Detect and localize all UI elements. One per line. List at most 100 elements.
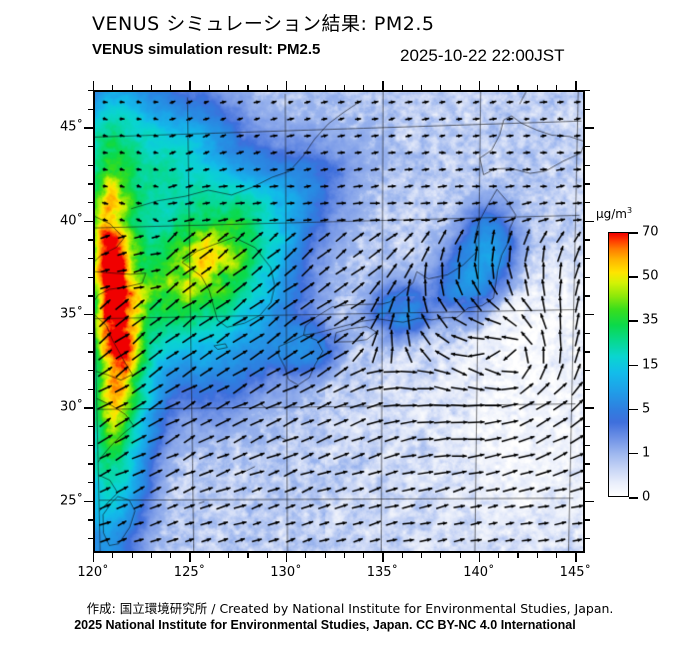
y-axis-tick-right (585, 482, 590, 484)
y-axis-tick-right (585, 538, 590, 540)
y-axis-tick (84, 314, 93, 316)
y-axis-tick-right (585, 108, 590, 110)
x-axis-tick (421, 553, 423, 558)
y-axis-tick (84, 220, 93, 222)
x-axis-tick (247, 553, 249, 558)
x-axis-tick (363, 553, 365, 558)
colorbar-tick-label: 5 (642, 401, 651, 417)
y-axis-tick (84, 407, 93, 409)
footer-credit-line: 作成: 国立環境研究所 / Created by National Instit… (86, 601, 614, 616)
colorbar-tick-label: 35 (642, 312, 659, 328)
y-axis-tick-right (585, 351, 590, 353)
y-axis-tick-right (585, 146, 590, 148)
colorbar-tick-label: 15 (642, 357, 659, 372)
y-axis-tick-right (585, 463, 590, 465)
colorbar-tick-label: 1 (642, 445, 651, 461)
x-axis-tick (382, 553, 384, 562)
colorbar-unit-text: μg/m (596, 207, 627, 221)
x-axis-tick-top (93, 81, 95, 90)
footer-license-line: ©2025 National Institute for Environment… (74, 618, 576, 632)
x-axis-label: 140˚ (463, 565, 495, 580)
colorbar-gradient (608, 232, 629, 497)
timestamp-label: 2025-10-22 22:00JST (400, 46, 565, 65)
colorbar-tick-label: 70 (642, 224, 659, 240)
colorbar-tick (629, 452, 638, 455)
y-axis-tick-right (585, 276, 590, 278)
x-axis-tick (285, 553, 288, 562)
x-axis-tick (131, 553, 133, 558)
y-axis-tick (84, 500, 93, 502)
x-axis-label: 120˚ (77, 565, 109, 580)
colorbar-tick (629, 408, 638, 411)
colorbar-tick (629, 232, 638, 234)
colorbar-tick-label: 50 (642, 268, 659, 284)
y-axis-tick (84, 127, 93, 129)
y-axis-label: 40˚ (59, 213, 83, 229)
x-axis-label: 145˚ (559, 565, 592, 580)
x-axis-tick (575, 553, 577, 562)
y-axis-tick-right (585, 202, 590, 204)
y-axis-tick-right (585, 519, 590, 521)
x-axis-tick (170, 553, 172, 558)
x-axis-tick (208, 553, 210, 558)
x-axis-tick-top (382, 81, 384, 90)
x-axis-label: 130˚ (270, 565, 302, 580)
x-axis-tick (440, 553, 442, 558)
x-axis-tick (478, 553, 481, 562)
y-axis-label: 25˚ (59, 493, 83, 509)
y-axis-tick-right (585, 444, 590, 446)
x-axis-tick (401, 553, 403, 558)
y-axis-tick-right (585, 407, 594, 409)
colorbar-tick (629, 320, 638, 322)
y-axis-tick-right (585, 314, 594, 316)
page-title-english: VENUS simulation result: PM2.5 (92, 41, 321, 58)
y-axis-tick-right (585, 426, 590, 428)
y-axis-label: 45˚ (59, 119, 83, 135)
colorbar-tick-label: 0 (642, 489, 651, 505)
x-axis-tick (517, 553, 519, 558)
x-axis-tick (324, 553, 326, 558)
colorbar-tick (629, 364, 638, 366)
y-axis-tick-right (585, 220, 594, 222)
pm25-concentration-heatmap (95, 92, 583, 551)
y-axis-label: 35˚ (59, 306, 83, 322)
y-axis-tick-right (585, 90, 590, 92)
x-axis-tick (536, 553, 538, 558)
x-axis-tick (266, 553, 268, 558)
y-axis-tick-right (585, 164, 590, 166)
y-axis-tick-right (585, 388, 590, 390)
y-axis-tick-right (585, 370, 590, 372)
page-title-japanese: VENUS シミュレーション結果: PM2.5 (92, 13, 435, 35)
x-axis-tick (343, 553, 345, 558)
x-axis-tick (498, 553, 500, 558)
y-axis-tick-right (585, 127, 594, 129)
x-axis-tick (556, 553, 558, 558)
y-axis-tick-right (585, 332, 590, 334)
y-axis-tick-right (585, 500, 594, 502)
x-axis-tick (150, 553, 153, 558)
x-axis-tick (459, 553, 461, 558)
x-axis-tick-top (189, 81, 191, 90)
colorbar-tick (629, 497, 638, 499)
x-axis-tick-top (285, 81, 288, 90)
x-axis-tick (112, 553, 114, 558)
y-axis-tick-right (585, 258, 590, 260)
colorbar-unit-exponent: 3 (626, 206, 633, 215)
x-axis-tick (93, 553, 95, 562)
colorbar-tick (629, 276, 638, 278)
footer-license-text: ©2025 National Institute for Environment… (74, 618, 576, 632)
map-plot-area (93, 90, 585, 553)
x-axis-tick (305, 553, 307, 558)
y-axis-tick-right (585, 183, 590, 185)
x-axis-label: 125˚ (173, 565, 206, 580)
y-axis-tick-right (585, 239, 590, 241)
y-axis-tick-right (585, 295, 590, 297)
colorbar-unit-label: μg/m3 (596, 206, 632, 221)
x-axis-tick-top (575, 81, 577, 90)
x-axis-tick-top (478, 81, 481, 90)
y-axis-label: 30˚ (59, 399, 83, 415)
x-axis-label: 135˚ (366, 565, 399, 580)
x-axis-tick (228, 553, 230, 558)
x-axis-tick (189, 553, 191, 562)
